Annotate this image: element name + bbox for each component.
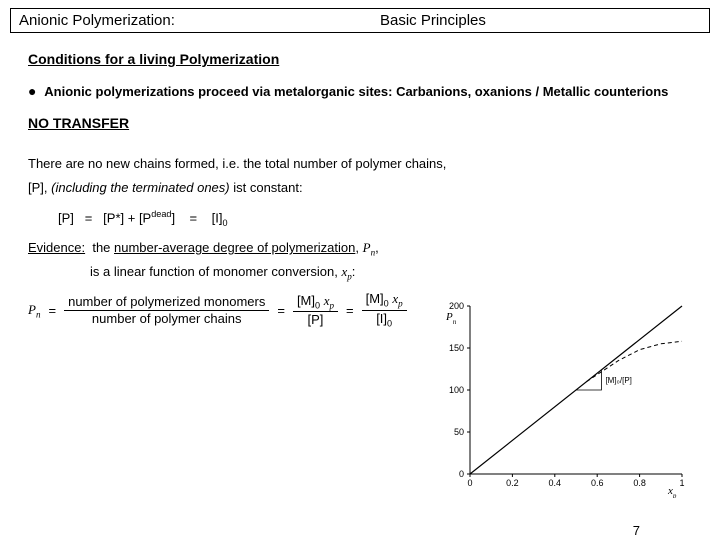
ev-t2b: : [352, 264, 356, 279]
header-right: Basic Principles [340, 12, 701, 29]
ev-t1a: the [92, 240, 114, 255]
ev-t1b: , [355, 240, 362, 255]
svg-text:Pn: Pn [445, 311, 457, 326]
eq2-den-3: [I]0 [372, 311, 396, 330]
bullet-icon: ● [28, 83, 44, 99]
eq2-p-1: p [329, 301, 334, 311]
eq2-num-2: [M]0 xp [293, 293, 338, 313]
eq2-lhs-var: P [28, 302, 36, 317]
ev-t2a: is a linear function of monomer conversi… [90, 264, 341, 279]
no-transfer-title: NO TRANSFER [28, 115, 692, 131]
eq2-frac-2: [M]0 xp [P] [293, 293, 338, 328]
body-line-2: [P], (including the terminated ones) ist… [28, 179, 692, 197]
ev-t1c: , [375, 240, 379, 255]
eq2-lhs: Pn [28, 302, 41, 320]
eq2-z-1: 0 [315, 301, 320, 311]
eq1-sub0: 0 [222, 218, 227, 228]
eq2-den-words: number of polymer chains [88, 311, 246, 327]
eq2-lhs-sub: n [36, 309, 41, 319]
svg-text:[M]₀/[P]: [M]₀/[P] [605, 376, 631, 385]
svg-text:0.4: 0.4 [549, 478, 562, 488]
svg-text:1: 1 [679, 478, 684, 488]
eq2-den-2: [P] [304, 312, 328, 328]
page-number: 7 [633, 523, 640, 538]
pn-vs-xp-chart: 0 0.2 0.4 0.6 0.8 1 0 50 100 150 200Pn xp [M]₀/[P] [432, 298, 692, 498]
evidence-label: Evidence: [28, 240, 85, 255]
bl2-suffix: ist constant: [230, 180, 303, 195]
eq2-z-2: 0 [384, 299, 389, 309]
eq2-eq3: = [346, 303, 354, 318]
eq2-M-1: [M] [297, 293, 315, 308]
bullet-text: Anionic polymerizations proceed via meta… [44, 84, 668, 99]
eq2-eq1: = [49, 303, 57, 318]
svg-text:0: 0 [467, 478, 472, 488]
ev-pn: P [363, 240, 371, 255]
evidence-line: Evidence: the number-average degree of p… [28, 240, 692, 258]
content: Conditions for a living Polymerization ●… [0, 33, 720, 337]
svg-text:0.6: 0.6 [591, 478, 604, 488]
svg-text:50: 50 [454, 427, 464, 437]
svg-text:xp: xp [667, 485, 677, 498]
eq1-rhs: [I] [212, 211, 223, 226]
eq2-M-2: [M] [366, 291, 384, 306]
header-left: Anionic Polymerization: [19, 12, 340, 29]
eq2-frac-3: [M]0 xp [I]0 [362, 291, 407, 329]
eq2-z-3: 0 [387, 319, 392, 329]
bullet-line: ● Anionic polymerizations proceed via me… [28, 83, 692, 99]
equation-1: [P] = [P*] + [Pdead] = [I]0 [58, 209, 692, 228]
eq2-num-3: [M]0 xp [362, 291, 407, 311]
eq2-eq2: = [277, 303, 285, 318]
bl2-prefix: [P], [28, 180, 51, 195]
eq2-I: [I] [376, 311, 387, 326]
svg-text:200: 200 [449, 301, 464, 311]
svg-text:0: 0 [459, 469, 464, 479]
svg-text:100: 100 [449, 385, 464, 395]
eq2-p-2: p [398, 299, 403, 309]
eq1-mid2: ] [171, 211, 175, 226]
conditions-title: Conditions for a living Polymerization [28, 51, 692, 67]
bl2-italic: (including the terminated ones) [51, 180, 230, 195]
eq1-sup: dead [151, 209, 171, 219]
ev-t1u: number-average degree of polymerization [114, 240, 355, 255]
body-line-1: There are no new chains formed, i.e. the… [28, 155, 692, 173]
evidence-sub: is a linear function of monomer conversi… [90, 264, 692, 282]
header-box: Anionic Polymerization: Basic Principles [10, 8, 710, 33]
svg-text:0.8: 0.8 [633, 478, 646, 488]
svg-text:0.2: 0.2 [506, 478, 519, 488]
eq1-mid: [P*] + [P [103, 211, 151, 226]
eq2-frac-words: number of polymerized monomers number of… [64, 294, 269, 326]
svg-text:150: 150 [449, 343, 464, 353]
eq1-lhs: [P] [58, 211, 74, 226]
eq2-num-words: number of polymerized monomers [64, 294, 269, 311]
